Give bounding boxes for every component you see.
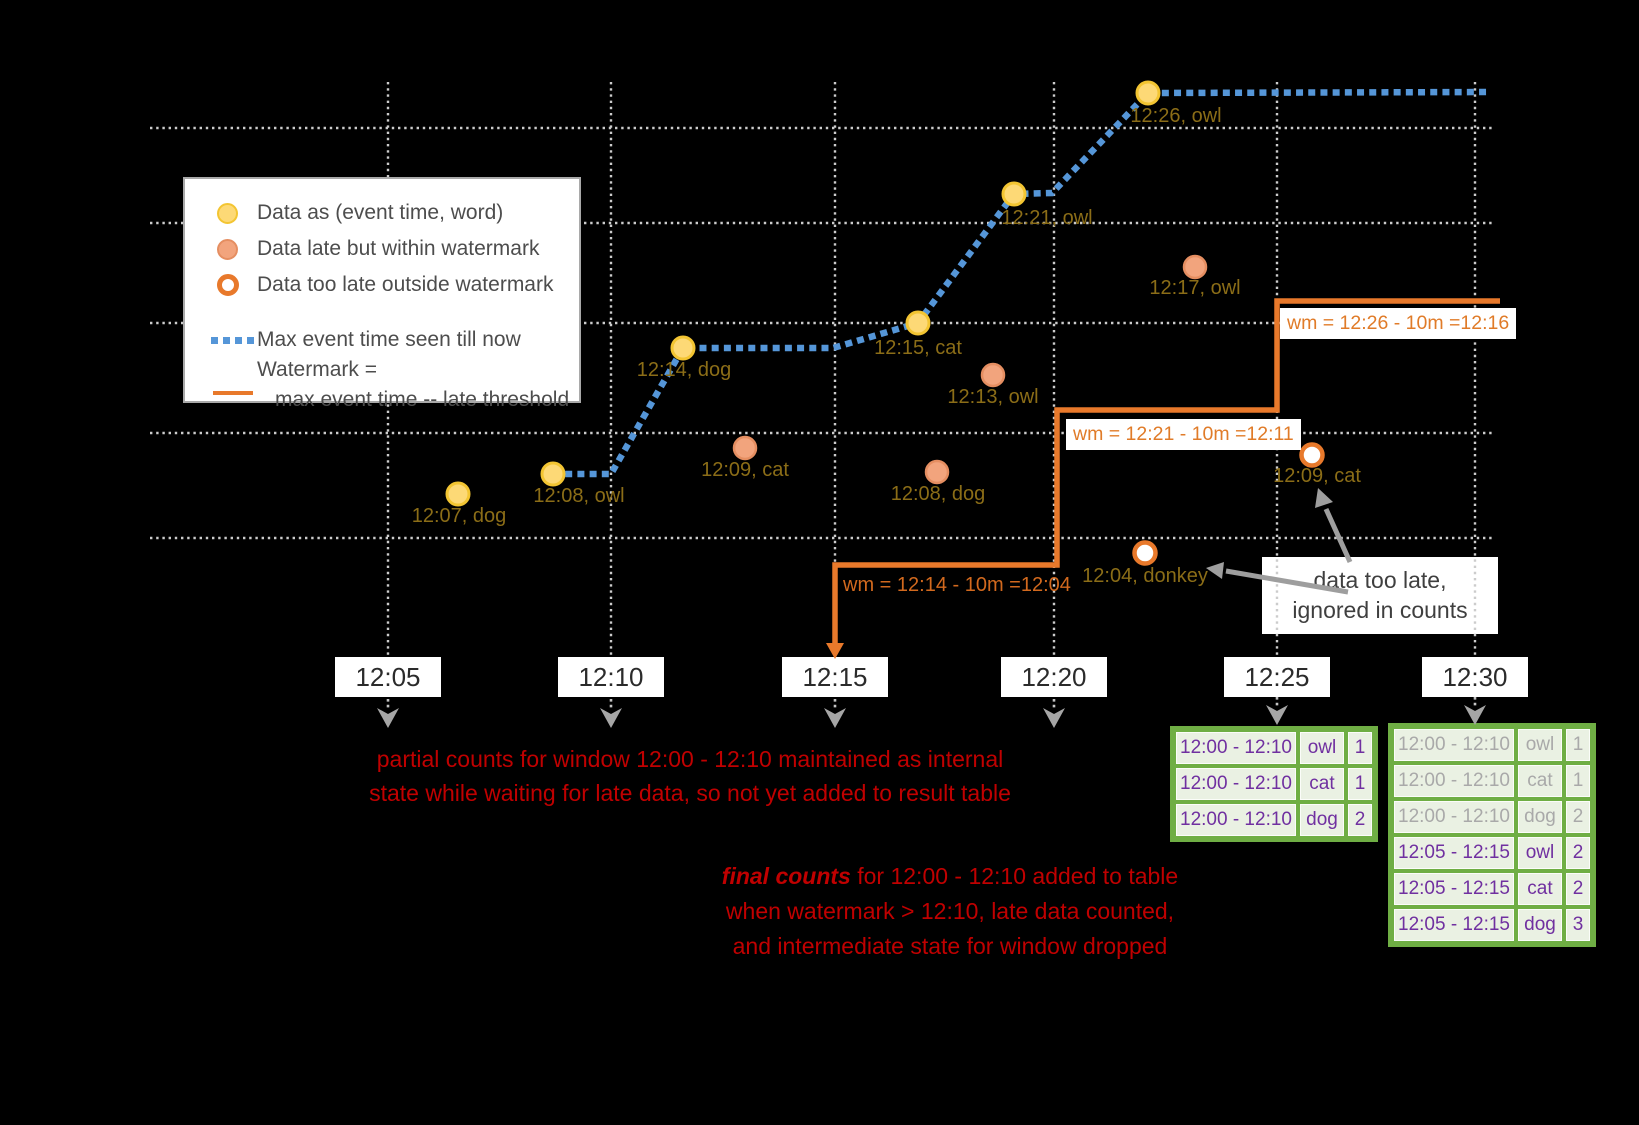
count-cell: 2 (1565, 837, 1590, 869)
window-cell: 12:00 - 12:10 (1394, 801, 1514, 833)
window-cell: 12:00 - 12:10 (1394, 729, 1514, 761)
too-late-callout: data too late, ignored in counts (1262, 557, 1498, 634)
time-tick-12-20: 12:20 (1001, 657, 1107, 697)
count-cell: 2 (1347, 804, 1372, 836)
window-cell: 12:05 - 12:15 (1394, 837, 1514, 869)
table-row-new: 12:05 - 12:15 owl 2 (1394, 837, 1590, 869)
table-row-old: 12:00 - 12:10 cat 1 (1394, 765, 1590, 797)
word-cell: cat (1299, 768, 1344, 800)
too-late-callout-line1: data too late, (1313, 567, 1447, 593)
time-tick-12-05: 12:05 (335, 657, 441, 697)
word-cell: dog (1517, 909, 1562, 941)
time-tick-12-25: 12:25 (1224, 657, 1330, 697)
table-row-old: 12:00 - 12:10 owl 1 (1394, 729, 1590, 761)
time-tick-12-30: 12:30 (1422, 657, 1528, 697)
word-cell: dog (1517, 801, 1562, 833)
count-cell: 1 (1347, 732, 1372, 764)
word-cell: cat (1517, 765, 1562, 797)
table-row: 12:00 - 12:10 cat 1 (1176, 768, 1372, 800)
window-cell: 12:00 - 12:10 (1176, 768, 1296, 800)
word-cell: dog (1299, 804, 1344, 836)
window-cell: 12:05 - 12:15 (1394, 873, 1514, 905)
table-row-old: 12:00 - 12:10 dog 2 (1394, 801, 1590, 833)
count-cell: 2 (1565, 801, 1590, 833)
count-cell: 1 (1565, 729, 1590, 761)
count-cell: 3 (1565, 909, 1590, 941)
table-row: 12:00 - 12:10 owl 1 (1176, 732, 1372, 764)
count-cell: 2 (1565, 873, 1590, 905)
window-cell: 12:00 - 12:10 (1176, 804, 1296, 836)
window-cell: 12:00 - 12:10 (1394, 765, 1514, 797)
table-row: 12:00 - 12:10 dog 2 (1176, 804, 1372, 836)
word-cell: cat (1517, 873, 1562, 905)
word-cell: owl (1299, 732, 1344, 764)
count-cell: 1 (1565, 765, 1590, 797)
table-row-new: 12:05 - 12:15 cat 2 (1394, 873, 1590, 905)
too-late-callout-line2: ignored in counts (1292, 597, 1468, 623)
table-row-new: 12:05 - 12:15 dog 3 (1394, 909, 1590, 941)
time-tick-12-15: 12:15 (782, 657, 888, 697)
window-cell: 12:05 - 12:15 (1394, 909, 1514, 941)
count-cell: 1 (1347, 768, 1372, 800)
time-tick-12-10: 12:10 (558, 657, 664, 697)
result-table-12-30: 12:00 - 12:10 owl 1 12:00 - 12:10 cat 1 … (1388, 723, 1596, 947)
word-cell: owl (1517, 837, 1562, 869)
window-cell: 12:00 - 12:10 (1176, 732, 1296, 764)
result-table-12-25: 12:00 - 12:10 owl 1 12:00 - 12:10 cat 1 … (1170, 726, 1378, 842)
word-cell: owl (1517, 729, 1562, 761)
